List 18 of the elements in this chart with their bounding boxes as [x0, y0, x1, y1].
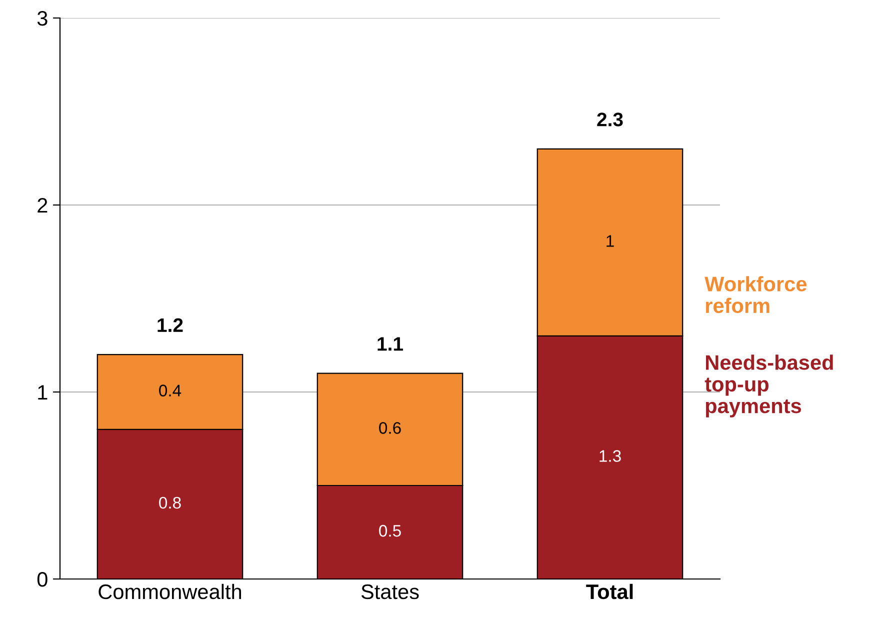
total-label: 1.2 — [158, 318, 183, 332]
total-label: 2.3 — [597, 112, 623, 126]
total-label: 1.1 — [378, 337, 403, 351]
data-label: 0.5 — [379, 524, 401, 537]
x-tick-label: States — [361, 584, 419, 600]
series-label: Needs-based top-up payments — [704, 354, 833, 418]
data-label: 1.3 — [600, 450, 621, 462]
x-tick-label: Commonwealth — [98, 584, 242, 600]
data-label: 0.6 — [379, 422, 401, 434]
y-tick-label: 0 — [37, 572, 48, 587]
data-label: 0.8 — [159, 496, 181, 509]
y-tick-label: 2 — [38, 198, 48, 213]
y-tick-label: 3 — [37, 11, 48, 26]
x-tick-label: Total — [586, 584, 633, 600]
y-tick-label: 1 — [38, 385, 48, 400]
data-label: 1 — [606, 235, 614, 247]
series-label: Workforce reform — [704, 276, 807, 314]
data-label: 0.4 — [159, 384, 182, 396]
